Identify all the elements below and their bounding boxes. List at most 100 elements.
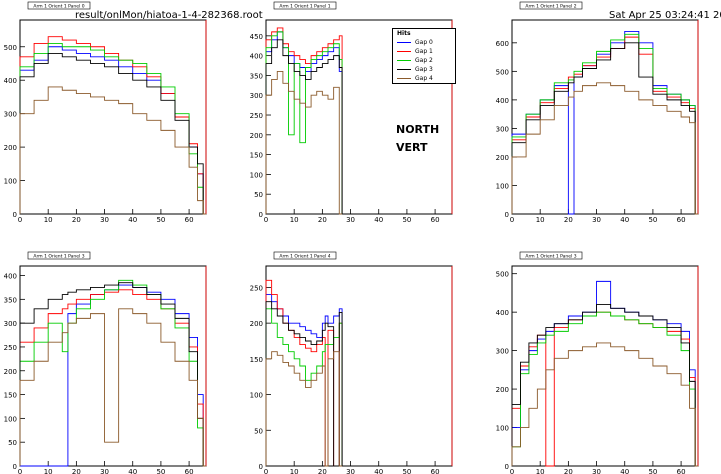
series-line — [19, 308, 206, 467]
series-line — [19, 289, 206, 467]
y-tick-label: 200 — [4, 368, 17, 376]
x-tick-label: 0 — [510, 216, 514, 224]
panel-title: Arm 1 Orient 1 Panel 3 — [525, 254, 576, 260]
file-label: result/onlMon/hiatoa-1-4-282368.root — [75, 10, 263, 21]
x-tick-label: 40 — [374, 216, 383, 224]
x-tick-label: 60 — [431, 216, 440, 224]
x-tick-label: 0 — [18, 216, 22, 224]
series-line — [511, 82, 698, 215]
x-tick-label: 10 — [290, 468, 299, 474]
series-line — [265, 308, 343, 466]
series-line — [265, 351, 343, 467]
y-tick-label: 100 — [250, 171, 263, 179]
y-tick-label: 500 — [4, 44, 17, 52]
chart-panel: 0 50 100 150 200 250 0 10 20 30 40 50 60 Arm 1 Orient… — [250, 251, 453, 474]
x-tick-label: 50 — [402, 468, 411, 474]
panel-title-box — [273, 1, 337, 10]
panel-title: Arm 1 Orient 1 Panel 3 — [33, 254, 84, 260]
y-tick-label: 150 — [4, 392, 17, 400]
series-line — [265, 27, 343, 214]
x-tick-label: 10 — [290, 216, 299, 224]
x-tick-label: 20 — [564, 216, 573, 224]
date-label: Sat Apr 25 03:24:41 2009 — [609, 10, 721, 21]
x-tick-label: 60 — [185, 216, 194, 224]
x-tick-label: 20 — [318, 468, 327, 474]
legend-entry: Gap 0 — [397, 39, 433, 47]
panel-title-box — [27, 251, 91, 260]
x-tick-label: 50 — [402, 216, 411, 224]
y-tick-label: 0 — [259, 463, 263, 471]
y-tick-label: 500 — [496, 271, 509, 279]
chart-panel: 0 100 200 300 400 500 0 10 20 30 40 50 60 Arm 1 Orien… — [496, 251, 699, 474]
panel-title-box — [273, 251, 337, 260]
y-tick-label: 50 — [254, 191, 263, 199]
y-tick-label: 300 — [496, 348, 509, 356]
x-tick-label: 50 — [648, 216, 657, 224]
x-tick-label: 40 — [620, 468, 629, 474]
x-tick-label: 30 — [100, 468, 109, 474]
x-tick-label: 20 — [72, 216, 81, 224]
panel-title-box — [519, 251, 583, 260]
x-tick-label: 60 — [677, 216, 686, 224]
annotation-north: NORTH — [396, 123, 440, 136]
chart-panel: 0 100 200 300 400 500 0 10 20 30 40 50 60 Arm 1 Orien… — [4, 1, 207, 224]
legend-swatch — [397, 60, 411, 61]
panel-title-box — [519, 1, 583, 10]
series-line — [19, 86, 206, 215]
series-line — [265, 39, 343, 214]
series-line — [19, 282, 206, 467]
y-tick-label: 200 — [496, 154, 509, 162]
y-tick-label: 450 — [250, 33, 263, 41]
x-tick-label: 50 — [648, 468, 657, 474]
x-tick-label: 20 — [564, 468, 573, 474]
x-tick-label: 50 — [156, 468, 165, 474]
plot-frame — [19, 265, 207, 467]
x-tick-label: 10 — [536, 468, 545, 474]
x-tick-label: 0 — [264, 216, 268, 224]
x-tick-label: 0 — [264, 468, 268, 474]
y-tick-label: 300 — [496, 125, 509, 133]
y-tick-label: 300 — [4, 111, 17, 119]
y-tick-label: 100 — [496, 425, 509, 433]
y-tick-label: 400 — [4, 77, 17, 85]
y-tick-label: 350 — [4, 296, 17, 304]
y-tick-label: 100 — [250, 392, 263, 400]
series-line — [19, 52, 206, 215]
legend-entry: Gap 3 — [397, 66, 433, 74]
x-tick-label: 60 — [677, 468, 686, 474]
y-tick-label: 0 — [505, 463, 509, 471]
y-tick-label: 50 — [8, 439, 17, 447]
legend-label: Gap 3 — [415, 66, 433, 73]
series-line — [265, 71, 343, 215]
y-tick-label: 50 — [254, 427, 263, 435]
x-tick-label: 30 — [100, 216, 109, 224]
y-tick-label: 0 — [13, 463, 17, 471]
y-tick-label: 200 — [250, 320, 263, 328]
y-tick-label: 400 — [496, 309, 509, 317]
legend-swatch — [397, 51, 411, 52]
y-tick-label: 100 — [496, 182, 509, 190]
x-tick-label: 40 — [620, 216, 629, 224]
legend-entry: Gap 2 — [397, 57, 433, 65]
y-tick-label: 200 — [4, 144, 17, 152]
legend-entry: Gap 1 — [397, 48, 433, 56]
y-tick-label: 400 — [4, 273, 17, 281]
series-line — [511, 342, 698, 467]
legend-entry: Gap 4 — [397, 75, 433, 83]
chart-panel: 0 100 200 300 400 500 600 0 10 20 30 40 50 60 Arm 1 Or… — [496, 1, 699, 224]
x-tick-label: 10 — [44, 468, 53, 474]
legend-label: Gap 0 — [415, 39, 433, 46]
x-tick-label: 60 — [431, 468, 440, 474]
y-tick-label: 250 — [250, 284, 263, 292]
x-tick-label: 0 — [18, 468, 22, 474]
legend-swatch — [397, 78, 411, 79]
y-tick-label: 600 — [496, 40, 509, 48]
panel-title: Arm 1 Orient 1 Panel 0 — [33, 4, 84, 10]
series-line — [265, 301, 343, 467]
panel-title: Arm 1 Orient 1 Panel 4 — [279, 254, 330, 260]
y-tick-label: 150 — [250, 152, 263, 160]
x-tick-label: 30 — [592, 216, 601, 224]
y-tick-label: 150 — [250, 356, 263, 364]
series-line — [511, 280, 698, 467]
